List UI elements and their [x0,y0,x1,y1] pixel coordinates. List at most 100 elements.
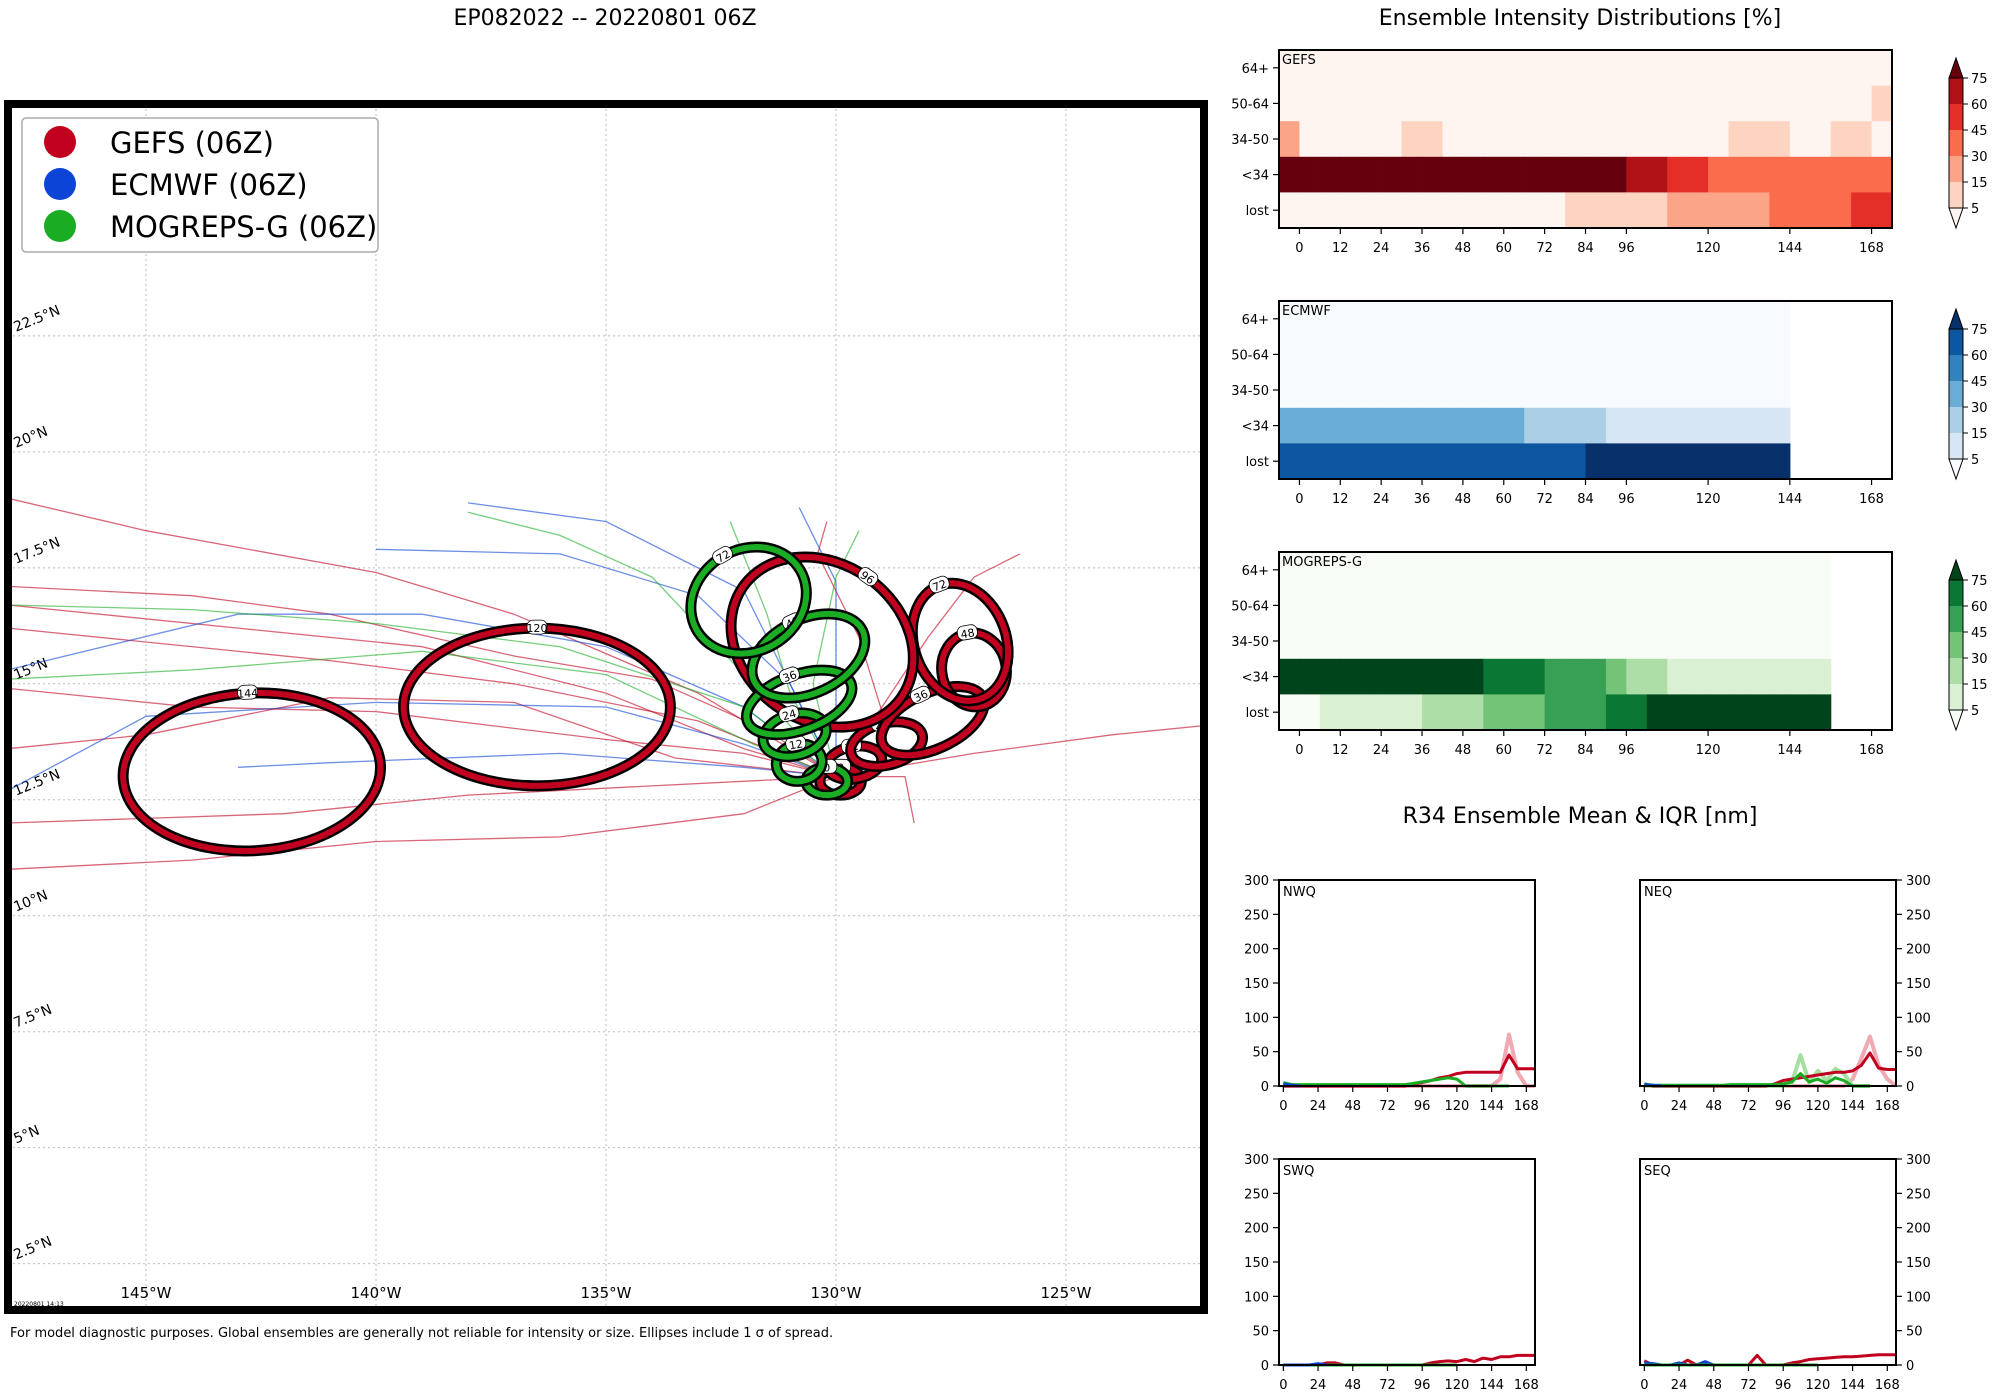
heatmap-cell [1851,85,1873,122]
heatmap-cell [1748,50,1770,87]
heatmap-cell [1381,50,1403,87]
r34-ytick-label: 100 [1244,1011,1269,1026]
heatmap-cell [1442,658,1464,695]
heatmap-cell [1626,658,1648,695]
r34-ytick-label: 150 [1244,1256,1269,1271]
heatmap-cell [1708,372,1730,409]
heatmap-cell [1422,192,1444,229]
heatmap-cell [1462,192,1484,229]
heatmap-cell [1319,443,1341,480]
heatmap-cell [1442,623,1464,660]
heatmap-xtick-label: 12 [1332,241,1349,256]
heatmap-cell [1667,50,1689,87]
colorbar-tick-label: 60 [1971,600,1988,615]
colorbar-tick-label: 75 [1971,574,1988,589]
track-line-gefs [8,697,837,778]
heatmap-cell [1646,156,1668,193]
ellipse-mogreps-g-36: 36 [740,664,858,741]
heatmap-cell [1667,85,1689,122]
heatmap-cell [1422,301,1444,338]
heatmap-cell [1646,658,1668,695]
heatmap-cell [1381,587,1403,624]
heatmap-cell [1462,623,1484,660]
heatmap-cell [1381,658,1403,695]
colorbar-tick-label: 30 [1971,150,1988,165]
r34-xtick-label: 48 [1344,1378,1361,1393]
r34-plot-bg [1279,1159,1535,1365]
heatmap-cell [1279,85,1301,122]
heatmap-cell [1442,587,1464,624]
heatmap-xtick-label: 24 [1373,492,1390,507]
heatmap-cell [1442,407,1464,444]
heatmap-cell [1667,658,1689,695]
heatmap-cell [1585,658,1607,695]
ellipse-label-box [956,624,978,641]
heatmap-cell [1299,694,1321,731]
heatmap-cell [1789,85,1811,122]
r34-ytick-label: 100 [1906,1290,1931,1305]
legend-label: GEFS (06Z) [110,126,274,160]
heatmap-cell [1646,301,1668,338]
heatmap-cell [1524,192,1546,229]
r34-xtick-label: 48 [1705,1099,1722,1114]
heatmap-cell [1422,658,1444,695]
heatmap-cell [1381,85,1403,122]
heatmap-xtick-label: 168 [1859,743,1884,758]
heatmap-cell [1789,587,1811,624]
heatmap-cell [1565,85,1587,122]
heatmap-cell [1728,658,1750,695]
heatmap-cell [1422,694,1444,731]
heatmap-cell [1748,156,1770,193]
heatmap-cell [1605,552,1627,589]
heatmap-cell [1319,336,1341,373]
heatmap-xtick-label: 0 [1295,492,1303,507]
heatmap-cell [1626,552,1648,589]
heatmap-cell [1708,407,1730,444]
colorbar-bottom-arrow [1948,709,1964,732]
r34-xtick-label: 144 [1479,1378,1504,1393]
heatmap-cell [1646,552,1668,589]
r34-xtick-label: 168 [1514,1378,1539,1393]
heatmap-cell [1442,336,1464,373]
r34-ytick-label: 100 [1244,1290,1269,1305]
heatmap-cell [1810,658,1832,695]
r34-ytick-label: 50 [1252,1046,1269,1061]
heatmap-cell [1381,407,1403,444]
heatmap-cell [1769,192,1791,229]
ellipse-gefs-144: 144 [117,684,386,857]
r34-quadrant-label: NWQ [1283,885,1316,900]
heatmap-cell [1871,121,1893,158]
ellipse-hour-label: 72 [714,547,733,565]
ellipse-mogreps-g-72: 72 [685,541,812,660]
map-timestamp: 20220801 14:13 [14,1301,64,1308]
heatmap-cell [1279,121,1301,158]
heatmap-cell [1626,372,1648,409]
heatmap-cell [1708,301,1730,338]
heatmap-cell [1769,623,1791,660]
heatmap-cell [1279,587,1301,624]
heatmap-cell [1442,443,1464,480]
heatmap-cell [1585,336,1607,373]
heatmap-xtick-label: 96 [1618,492,1635,507]
heatmap-cell [1503,587,1525,624]
heatmap-cell [1299,301,1321,338]
colorbar-bottom-arrow [1948,207,1964,230]
heatmap-cell [1544,694,1566,731]
intensity-panel-title: Ensemble Intensity Distributions [%] [1378,6,1782,31]
heatmap-cell [1544,156,1566,193]
heatmap-cell [1687,192,1709,229]
heatmap-row-label: lost [1246,455,1269,470]
heatmap-cell [1646,694,1668,731]
r34-xtick-label: 120 [1805,1099,1830,1114]
heatmap-cell [1462,85,1484,122]
heatmap-cell [1299,192,1321,229]
heatmap-cell [1299,623,1321,660]
heatmap-xtick-label: 48 [1455,241,1472,256]
heatmap-cell [1503,658,1525,695]
heatmap-model-label: GEFS [1282,53,1316,68]
heatmap-cell [1360,50,1382,87]
heatmap-cell [1687,623,1709,660]
heatmap-cell [1483,658,1505,695]
heatmap-cell [1565,694,1587,731]
